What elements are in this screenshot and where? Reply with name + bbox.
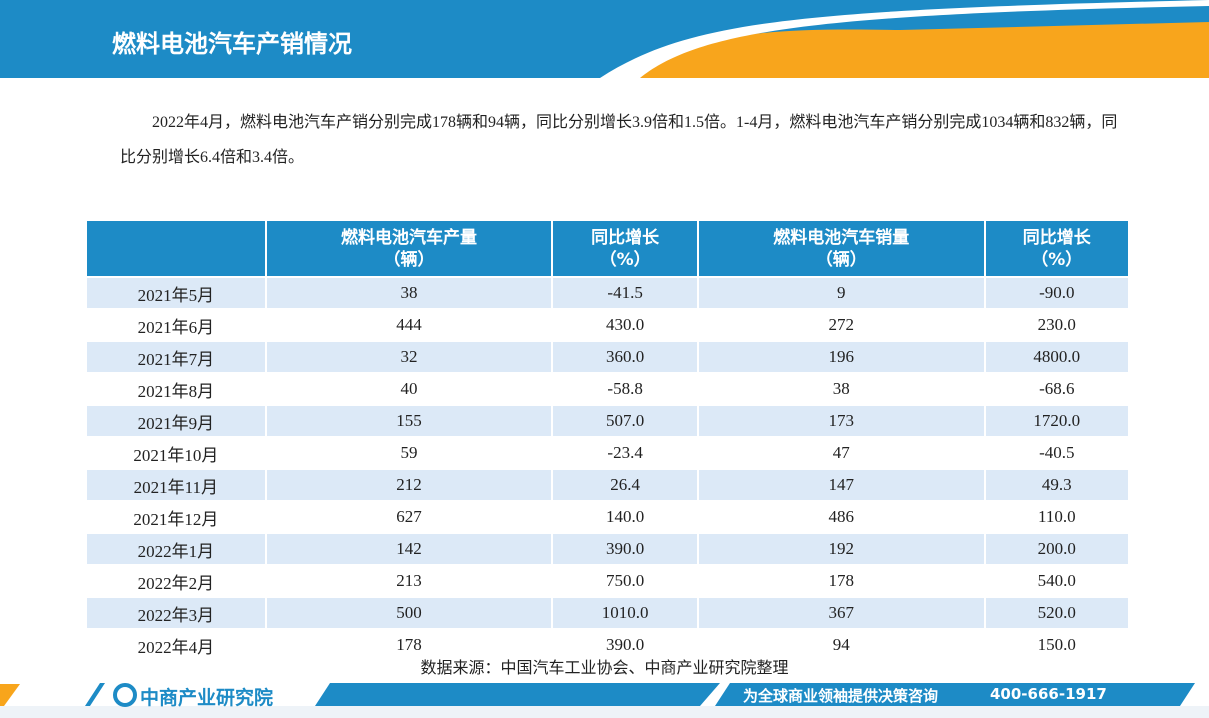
table-row: 2022年2月 213 750.0 178 540.0 bbox=[87, 564, 1128, 597]
table-cell: 2021年7月 bbox=[87, 340, 266, 373]
table-cell: 192 bbox=[696, 532, 985, 565]
table-cell: 47 bbox=[696, 436, 985, 469]
table-cell: -58.8 bbox=[551, 372, 698, 405]
intro-paragraph: 2022年4月，燃料电池汽车产销分别完成178辆和94辆，同比分别增长3.9倍和… bbox=[120, 114, 1118, 166]
table-cell: 212 bbox=[264, 468, 553, 501]
table-cell: 2021年11月 bbox=[87, 468, 266, 501]
table-cell: 9 bbox=[696, 276, 985, 309]
table-cell: 26.4 bbox=[551, 468, 698, 501]
table-cell: 178 bbox=[696, 564, 985, 597]
table-cell: 49.3 bbox=[983, 468, 1128, 501]
table-cell: 173 bbox=[696, 404, 985, 437]
table-cell: 38 bbox=[696, 372, 985, 405]
logo-text: 中商产业研究院 bbox=[140, 687, 274, 709]
table-cell: 507.0 bbox=[551, 404, 698, 437]
table-row: 2021年7月 32 360.0 196 4800.0 bbox=[87, 340, 1128, 373]
table-cell: 2021年10月 bbox=[87, 436, 266, 469]
table-cell: 500 bbox=[264, 596, 553, 629]
column-name: 燃料电池汽车产量 bbox=[341, 227, 478, 248]
header-row: 燃料电池汽车产量 （辆） 同比增长 （%） 燃料电池汽车销量 （辆） 同比增长 （%） bbox=[87, 221, 1128, 277]
table-row: 2022年3月 500 1010.0 367 520.0 bbox=[87, 596, 1128, 629]
table-cell: 390.0 bbox=[551, 628, 698, 660]
footer-bar bbox=[0, 683, 1209, 718]
table-cell: -90.0 bbox=[983, 276, 1128, 309]
header-cell: 燃料电池汽车销量 （辆） bbox=[696, 221, 985, 277]
table-cell: 213 bbox=[264, 564, 553, 597]
table-cell: 1720.0 bbox=[983, 404, 1128, 437]
table-cell: -41.5 bbox=[551, 276, 698, 309]
column-name: 同比增长 bbox=[591, 227, 660, 248]
table-cell: 540.0 bbox=[983, 564, 1128, 597]
data-table: 燃料电池汽车产量 （辆） 同比增长 （%） 燃料电池汽车销量 （辆） 同比增长 （%） 2021… bbox=[87, 221, 1128, 660]
table-cell: 2021年6月 bbox=[87, 308, 266, 341]
table-row: 2021年11月 212 26.4 147 49.3 bbox=[87, 468, 1128, 501]
table-cell: 178 bbox=[264, 628, 553, 660]
table-cell: 40 bbox=[264, 372, 553, 405]
table-cell: 2021年12月 bbox=[87, 500, 266, 533]
table-row: 2021年9月 155 507.0 173 1720.0 bbox=[87, 404, 1128, 437]
header-bar bbox=[0, 0, 1209, 78]
column-name: 同比增长 bbox=[1022, 227, 1091, 248]
table-row: 2021年8月 40 -58.8 38 -68.6 bbox=[87, 372, 1128, 405]
header-cell bbox=[87, 221, 266, 277]
table-cell: 2022年4月 bbox=[87, 628, 266, 660]
column-unit: （辆） bbox=[815, 249, 867, 270]
table-cell: 750.0 bbox=[551, 564, 698, 597]
table-row: 2021年12月 627 140.0 486 110.0 bbox=[87, 500, 1128, 533]
table-cell: 200.0 bbox=[983, 532, 1128, 565]
title: 燃料电池汽车产销情况 bbox=[112, 30, 352, 58]
header-swoosh bbox=[600, 0, 1209, 78]
header-cell: 燃料电池汽车产量 （辆） bbox=[264, 221, 553, 277]
table-cell: 360.0 bbox=[551, 340, 698, 373]
table-cell: 520.0 bbox=[983, 596, 1128, 629]
column-unit: （辆） bbox=[383, 249, 435, 270]
table-cell: 59 bbox=[264, 436, 553, 469]
table-cell: 230.0 bbox=[983, 308, 1128, 341]
column-unit: （%） bbox=[1031, 249, 1083, 270]
source: 数据来源：中国汽车工业协会、中商产业研究院整理 bbox=[420, 658, 789, 677]
header-cell: 同比增长 （%） bbox=[551, 221, 698, 277]
table-cell: 196 bbox=[696, 340, 985, 373]
table-cell: 486 bbox=[696, 500, 985, 533]
table-cell: 2022年1月 bbox=[87, 532, 266, 565]
table-cell: 142 bbox=[264, 532, 553, 565]
table-cell: 1010.0 bbox=[551, 596, 698, 629]
table-cell: 367 bbox=[696, 596, 985, 629]
table-row: 2022年1月 142 390.0 192 200.0 bbox=[87, 532, 1128, 565]
table-cell: 444 bbox=[264, 308, 553, 341]
table-cell: -68.6 bbox=[983, 372, 1128, 405]
table-cell: 272 bbox=[696, 308, 985, 341]
table-cell: 2021年9月 bbox=[87, 404, 266, 437]
table-cell: -40.5 bbox=[983, 436, 1128, 469]
table-row: 2021年10月 59 -23.4 47 -40.5 bbox=[87, 436, 1128, 469]
table-cell: 430.0 bbox=[551, 308, 698, 341]
table-cell: 2022年2月 bbox=[87, 564, 266, 597]
slogan: 为全球商业领袖提供决策咨询 bbox=[743, 687, 939, 705]
table-row: 2021年6月 444 430.0 272 230.0 bbox=[87, 308, 1128, 341]
table-row: 2021年5月 38 -41.5 9 -90.0 bbox=[87, 276, 1128, 309]
column-unit: （%） bbox=[599, 249, 651, 270]
table-row: 2022年4月 178 390.0 94 150.0 bbox=[87, 628, 1128, 660]
table-cell: 147 bbox=[696, 468, 985, 501]
table-cell: 627 bbox=[264, 500, 553, 533]
table-cell: -23.4 bbox=[551, 436, 698, 469]
table-cell: 32 bbox=[264, 340, 553, 373]
table-cell: 140.0 bbox=[551, 500, 698, 533]
table-cell: 94 bbox=[696, 628, 985, 660]
table-cell: 110.0 bbox=[983, 500, 1128, 533]
table-cell: 38 bbox=[264, 276, 553, 309]
table-cell: 390.0 bbox=[551, 532, 698, 565]
column-name: 燃料电池汽车销量 bbox=[773, 227, 910, 248]
table-cell: 4800.0 bbox=[983, 340, 1128, 373]
header-cell: 同比增长 （%） bbox=[983, 221, 1128, 277]
table-cell: 150.0 bbox=[983, 628, 1128, 660]
table-cell: 2022年3月 bbox=[87, 596, 266, 629]
table-cell: 155 bbox=[264, 404, 553, 437]
table-cell: 2021年8月 bbox=[87, 372, 266, 405]
table-cell: 2021年5月 bbox=[87, 276, 266, 309]
phone: 400-666-1917 bbox=[990, 685, 1107, 703]
